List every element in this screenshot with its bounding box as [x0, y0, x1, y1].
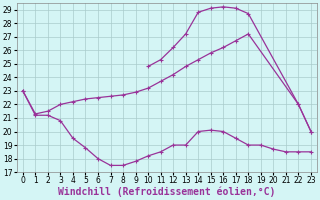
X-axis label: Windchill (Refroidissement éolien,°C): Windchill (Refroidissement éolien,°C) — [58, 187, 276, 197]
